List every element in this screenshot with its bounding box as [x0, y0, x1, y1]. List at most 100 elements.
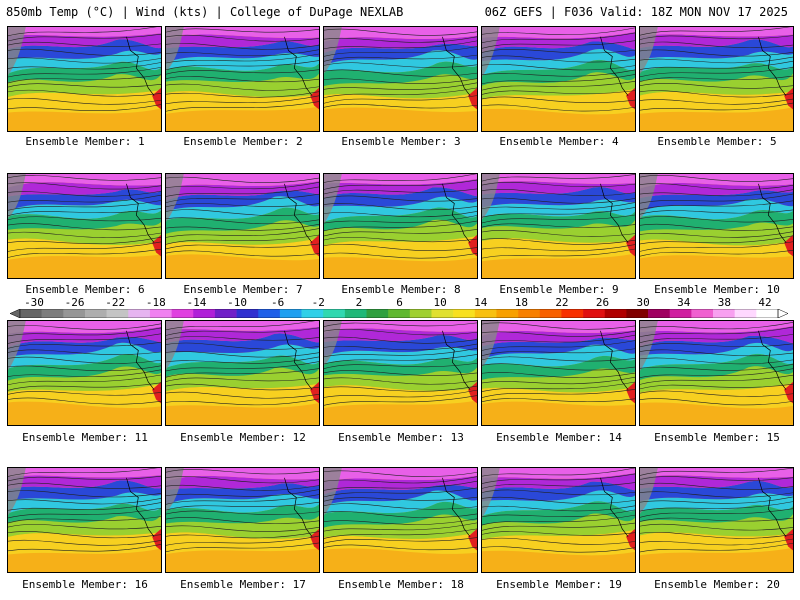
map-field	[166, 27, 319, 131]
colorbar-swatch	[431, 309, 454, 318]
colorbar-swatch	[691, 309, 714, 318]
colorbar-swatch	[496, 309, 519, 318]
colorbar-swatch	[301, 309, 324, 318]
ensemble-member-label: Ensemble Member: 11	[22, 431, 148, 444]
colorbar-tick-label: 22	[555, 296, 569, 309]
ensemble-map	[639, 173, 794, 279]
map-field	[640, 174, 793, 278]
colorbar-tick-label: 30	[636, 296, 650, 309]
map-field	[482, 468, 635, 572]
ensemble-map	[165, 26, 320, 132]
ensemble-member-label: Ensemble Member: 5	[657, 135, 777, 148]
colorbar-swatch	[63, 309, 86, 318]
ensemble-member-label: Ensemble Member: 8	[341, 283, 461, 296]
colorbar-swatch	[669, 309, 692, 318]
map-field	[324, 27, 477, 131]
ensemble-member-label: Ensemble Member: 16	[22, 578, 148, 591]
colorbar-swatch	[214, 309, 237, 318]
colorbar-ticks: -30 -26 -22 -18 -14 -10 -6 -2 2 6 10 14 18 22 26 30 34 38…	[0, 296, 800, 309]
ensemble-map	[165, 173, 320, 279]
colorbar-swatch	[626, 309, 649, 318]
colorbar-swatch	[756, 309, 779, 318]
colorbar-tick-label: -2	[311, 296, 325, 309]
colorbar-tick-label: -6	[271, 296, 285, 309]
colorbar-swatch	[106, 309, 129, 318]
map-title: 850mb Temp (°C) | Wind (kts) | College o…	[6, 5, 404, 19]
colorbar-swatch	[604, 309, 627, 318]
colorbar-swatch	[453, 309, 476, 318]
colorbar-swatch	[734, 309, 757, 318]
ensemble-member-label: Ensemble Member: 15	[654, 431, 780, 444]
ensemble-map	[481, 173, 636, 279]
ensemble-member-label: Ensemble Member: 17	[180, 578, 306, 591]
ensemble-map	[323, 320, 478, 426]
ensemble-member-label: Ensemble Member: 9	[499, 283, 619, 296]
ensemble-member-label: Ensemble Member: 14	[496, 431, 622, 444]
colorbar-swatch	[279, 309, 302, 318]
ensemble-map	[639, 467, 794, 573]
ensemble-map	[481, 26, 636, 132]
ensemble-map	[165, 467, 320, 573]
colorbar-tick-label: 26	[595, 296, 610, 309]
ensemble-map	[7, 26, 162, 132]
ensemble-map	[323, 467, 478, 573]
colorbar-max-arrow	[777, 309, 788, 318]
map-field	[166, 321, 319, 425]
colorbar-swatch	[713, 309, 735, 318]
ensemble-member-label: Ensemble Member: 13	[338, 431, 464, 444]
ensemble-map	[481, 467, 636, 573]
colorbar-swatch	[539, 309, 562, 318]
colorbar-swatch	[258, 309, 281, 318]
colorbar-swatch	[20, 309, 42, 318]
map-field	[640, 27, 793, 131]
colorbar-tick-label: -14	[186, 296, 207, 309]
colorbar-swatch	[193, 309, 216, 318]
colorbar-swatch	[409, 309, 432, 318]
ensemble-member-label: Ensemble Member: 20	[654, 578, 780, 591]
map-field	[324, 321, 477, 425]
colorbar-swatch	[388, 309, 411, 318]
colorbar-tick-label: 38	[717, 296, 731, 309]
colorbar-swatch	[41, 309, 64, 318]
colorbar-swatch	[518, 309, 541, 318]
ensemble-map	[165, 320, 320, 426]
colorbar-tick-label: -10	[227, 296, 247, 309]
colorbar-tick-label: 6	[396, 296, 403, 309]
colorbar-swatch	[583, 309, 606, 318]
colorbar-swatch	[323, 309, 346, 318]
ensemble-map	[323, 173, 478, 279]
map-field	[8, 27, 161, 131]
colorbar-tick-label: 10	[433, 296, 447, 309]
colorbar-swatch	[366, 309, 389, 318]
colorbar-tick-label: 2	[355, 296, 363, 309]
colorbar-swatch	[236, 309, 259, 318]
map-field	[8, 174, 161, 278]
colorbar-tick-label: -22	[105, 296, 126, 309]
colorbar-swatch	[128, 309, 151, 318]
map-field	[640, 321, 793, 425]
ensemble-member-label: Ensemble Member: 6	[25, 283, 145, 296]
colorbar-tick-label: 14	[474, 296, 488, 309]
colorbar-swatch	[149, 309, 172, 318]
colorbar-swatch	[171, 309, 194, 318]
colorbar-swatch	[344, 309, 367, 318]
map-field	[640, 468, 793, 572]
map-field	[166, 468, 319, 572]
map-field	[8, 468, 161, 572]
ensemble-member-label: Ensemble Member: 2	[183, 135, 303, 148]
ensemble-member-label: Ensemble Member: 1	[25, 135, 145, 148]
map-field	[166, 174, 319, 278]
colorbar-swatch	[474, 309, 497, 318]
map-field	[482, 174, 635, 278]
colorbar-min-arrow	[10, 309, 21, 318]
map-field	[8, 321, 161, 425]
map-field	[324, 468, 477, 572]
colorbar-tick-label: -26	[64, 296, 85, 309]
ensemble-member-label: Ensemble Member: 7	[183, 283, 303, 296]
map-field	[324, 174, 477, 278]
ensemble-member-label: Ensemble Member: 4	[499, 135, 619, 148]
colorbar-tick-label: -30	[24, 296, 44, 309]
ensemble-map	[639, 26, 794, 132]
ensemble-map	[481, 320, 636, 426]
ensemble-map	[323, 26, 478, 132]
